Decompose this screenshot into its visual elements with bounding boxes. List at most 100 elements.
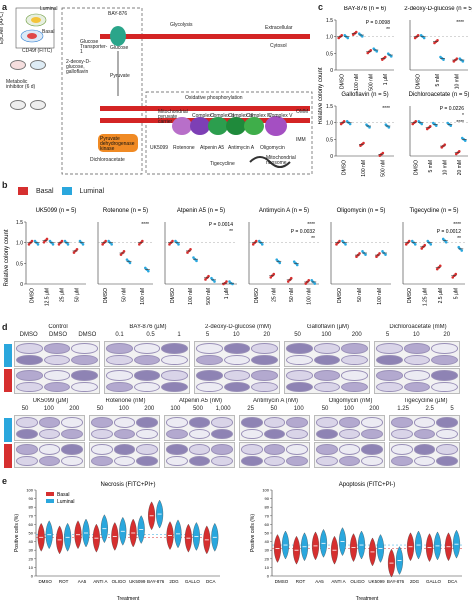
complex-iv: Complex IV xyxy=(246,113,272,119)
plate-basal xyxy=(14,368,100,394)
luminal-point xyxy=(442,58,445,61)
legend-label-luminal: Luminal xyxy=(79,187,105,195)
colony-well xyxy=(436,455,458,466)
dose-label: 100 xyxy=(43,406,54,412)
culture-dishes-treated xyxy=(10,100,46,114)
basal-point xyxy=(369,49,373,52)
colony-well xyxy=(413,455,436,466)
basal-point xyxy=(451,276,455,279)
luminal-point xyxy=(384,253,387,256)
luminal-point xyxy=(147,269,150,273)
panel-c: Relative colony count BAY-876 (n = 6) 0 0.5… xyxy=(318,6,474,186)
panel-label-e: e xyxy=(2,476,8,486)
y-tick-label: 40 xyxy=(29,539,34,544)
colony-well xyxy=(391,428,413,439)
dose-row: DMSO DMSO DMSO xyxy=(14,332,102,340)
luminal-point xyxy=(107,239,110,243)
legend-swatch-basal xyxy=(46,492,54,496)
luminal-point xyxy=(346,36,350,40)
colony-well xyxy=(166,417,188,428)
luminal-point xyxy=(313,282,317,285)
colony-well xyxy=(338,428,361,439)
x-tick-label: 25 nM xyxy=(271,288,277,302)
luminal-point xyxy=(63,239,67,243)
colony-well xyxy=(431,381,458,392)
luminal-point xyxy=(33,239,37,243)
inhibitor-rotenone: Rotenone xyxy=(173,145,195,151)
panel-b-chart: Relative colony count UK5099 (n = 5) 0 0.5 1… xyxy=(4,208,465,306)
significance-annotation: **** xyxy=(382,106,390,112)
y-tick-label: 0 xyxy=(31,574,34,579)
colony-well xyxy=(166,455,188,466)
colony-well xyxy=(286,354,313,365)
panel-e-chart: Necrosis (FITC+PI+) Positive cells (%) Tre… xyxy=(14,482,462,602)
dose-label: 10 xyxy=(412,332,420,338)
colony-well xyxy=(413,444,436,455)
colony-well xyxy=(38,444,61,455)
colony-well xyxy=(91,444,113,455)
basal-point xyxy=(375,255,378,259)
basal-point xyxy=(362,141,365,145)
colony-well xyxy=(341,354,368,365)
basal-point xyxy=(60,239,64,243)
colony-well xyxy=(43,354,71,365)
x-tick-label: 500 nM xyxy=(368,74,374,91)
subplot-title: 2-deoxy-D-glucose (n = 5) xyxy=(404,6,472,12)
colony-well xyxy=(71,343,98,354)
subplot-title: Dichloroacetate (n = 5) xyxy=(409,92,470,98)
colony-well xyxy=(38,417,61,428)
colony-well xyxy=(196,381,223,392)
colony-well xyxy=(133,381,161,392)
y-tick-label: 40 xyxy=(265,539,270,544)
luminal-point xyxy=(213,280,216,283)
basal-point xyxy=(225,280,228,283)
luminal-point xyxy=(128,261,132,265)
dose-label: 50 xyxy=(321,406,329,412)
x-tick-label: 5 µM xyxy=(453,288,459,299)
colony-well xyxy=(341,381,368,392)
plate-group-title: Antimycin A (nM) xyxy=(252,398,298,404)
plate-luminal xyxy=(104,341,190,367)
dish-icon xyxy=(10,60,26,70)
dose-row: 25 50 100 xyxy=(239,406,312,414)
luminal-point xyxy=(429,243,433,246)
plate-group-title: BAY-876 (µM) xyxy=(129,324,167,330)
dose-label: 100 xyxy=(170,406,181,412)
plate-group: Tigecycline (µM) 1.25 2.5 5 xyxy=(389,398,462,468)
colony-well xyxy=(16,354,43,365)
luminal-point xyxy=(434,124,438,127)
colony-well xyxy=(251,354,278,365)
colony-well xyxy=(113,417,136,428)
colony-well xyxy=(431,354,458,365)
x-tick-label: 2.5 µM xyxy=(438,288,444,303)
luminal-point xyxy=(410,239,414,243)
dose-label: 50 xyxy=(21,406,29,412)
colony-well xyxy=(376,381,403,392)
plate-basal xyxy=(14,442,85,468)
colony-well xyxy=(263,417,286,428)
x-tick-label: ROT xyxy=(296,579,306,584)
colony-well xyxy=(403,370,431,381)
dose-row: 1.25 2.5 5 xyxy=(389,406,462,414)
basal-point xyxy=(251,243,255,246)
culture-dishes xyxy=(10,60,46,74)
basal-point xyxy=(304,282,308,285)
significance-annotation: **** xyxy=(453,222,461,228)
luminal-point xyxy=(195,259,198,263)
colony-well xyxy=(413,417,436,428)
colony-well xyxy=(376,370,403,381)
dose-label: 10 xyxy=(232,332,240,338)
y-tick-label: 20 xyxy=(29,556,34,561)
x-tick-label: DCA xyxy=(448,579,458,584)
basal-point xyxy=(358,252,361,255)
glycolysis-label: Glycolysis xyxy=(170,22,193,28)
luminal-point xyxy=(36,243,40,246)
dose-label: DMSO xyxy=(48,332,67,338)
colony-well xyxy=(43,381,71,392)
colony-well xyxy=(263,444,286,455)
panel-label-a: a xyxy=(2,2,8,12)
x-tick-label: DMSO xyxy=(342,160,348,175)
basal-point xyxy=(457,150,461,153)
dose-label: 0.5 xyxy=(146,332,155,338)
panel-c-chart: Relative colony count BAY-876 (n = 6) 0 0.5… xyxy=(318,6,474,177)
